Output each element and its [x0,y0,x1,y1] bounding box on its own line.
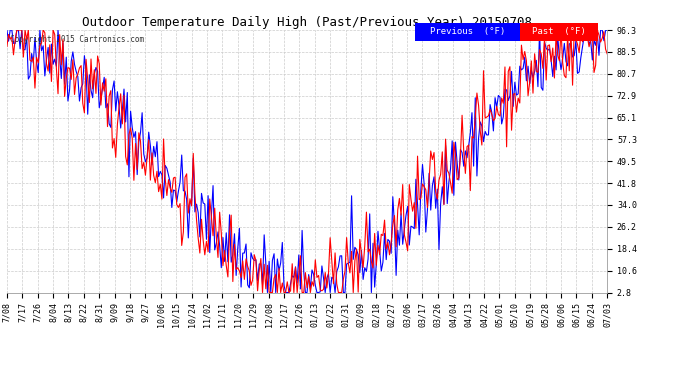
Text: Copyright 2015 Cartronics.com: Copyright 2015 Cartronics.com [10,35,144,44]
Bar [415,23,520,40]
Text: Past  (°F): Past (°F) [532,27,586,36]
Title: Outdoor Temperature Daily High (Past/Previous Year) 20150708: Outdoor Temperature Daily High (Past/Pre… [82,16,532,29]
Bar [520,23,598,40]
Text: Previous  (°F): Previous (°F) [430,27,505,36]
